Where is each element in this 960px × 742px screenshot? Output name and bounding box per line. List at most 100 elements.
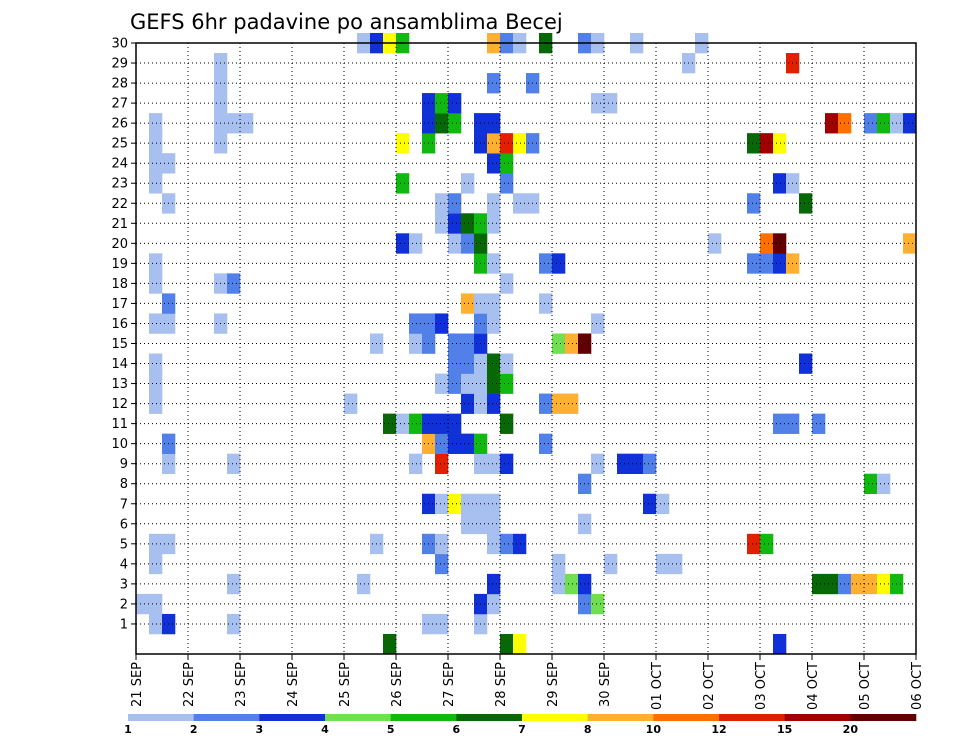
precip-cell: [409, 313, 423, 334]
x-tick-label: 01 OCT: [650, 662, 665, 710]
precip-cell: [435, 413, 449, 434]
precip-cell: [877, 473, 891, 495]
precip-cell: [409, 233, 423, 254]
precip-cell: [903, 113, 917, 134]
legend-color-box: [325, 714, 391, 721]
precip-cell: [227, 573, 241, 595]
precip-cell: [461, 493, 475, 515]
x-tick-label: 25 SEP: [338, 662, 353, 707]
precip-cell: [461, 373, 475, 394]
y-tick-label: 24: [111, 157, 128, 172]
precip-cell: [812, 573, 826, 595]
legend-level-label: 7: [518, 723, 526, 736]
legend-color-box: [128, 714, 194, 721]
precip-cell: [500, 413, 514, 434]
y-tick-label: 10: [111, 437, 128, 452]
precip-cell: [409, 413, 423, 434]
precip-cell: [773, 633, 787, 655]
precip-cell: [500, 353, 514, 374]
precip-cell: [448, 413, 462, 434]
precip-cell: [604, 553, 618, 575]
precip-cell: [539, 433, 553, 454]
precip-cell: [513, 133, 527, 154]
y-tick-label: 2: [120, 597, 128, 612]
precip-cell: [799, 353, 813, 374]
precip-cell: [448, 113, 462, 134]
precip-cell: [227, 453, 241, 474]
precip-cell: [461, 353, 475, 374]
y-tick-label: 25: [111, 137, 128, 152]
precip-cell: [539, 393, 553, 414]
y-tick-label: 17: [111, 297, 128, 312]
legend-level-label: 20: [843, 723, 859, 736]
precip-cell: [500, 153, 514, 174]
precip-cell: [448, 93, 462, 114]
precip-cell: [240, 113, 254, 134]
y-tick-label: 7: [120, 497, 128, 512]
x-tick-label: 30 SEP: [598, 662, 613, 707]
precip-cell: [851, 573, 865, 595]
precip-cell: [487, 193, 501, 214]
precip-cell: [500, 453, 514, 474]
precip-cell: [149, 393, 163, 414]
y-tick-label: 14: [111, 357, 128, 372]
precip-cell: [435, 213, 449, 234]
precip-cell: [149, 273, 163, 294]
legend-level-label: 2: [190, 723, 198, 736]
precip-cell: [500, 373, 514, 394]
legend-color-box: [456, 714, 523, 721]
legend-color-box: [587, 714, 654, 721]
y-tick-label: 21: [111, 217, 128, 232]
precip-cell: [812, 413, 826, 434]
precip-cell: [435, 113, 449, 134]
precip-cell: [461, 513, 475, 535]
precip-cell: [136, 593, 150, 615]
y-tick-label: 15: [111, 337, 128, 352]
precip-cell: [747, 253, 761, 274]
precip-cell: [487, 113, 501, 134]
precip-cell: [773, 233, 787, 254]
precip-cell: [747, 533, 761, 555]
precip-cell: [591, 93, 605, 114]
precip-cell: [227, 113, 241, 134]
precip-cell: [227, 613, 241, 635]
precip-cell: [825, 573, 839, 595]
legend-color-box: [390, 714, 457, 721]
legend-level-label: 6: [453, 723, 461, 736]
precip-cell: [513, 533, 527, 555]
precip-cell: [747, 193, 761, 214]
y-tick-label: 3: [120, 577, 128, 592]
precip-cell: [461, 433, 475, 454]
precip-cell: [448, 333, 462, 354]
precip-cell: [487, 593, 501, 615]
legend-level-label: 3: [256, 723, 264, 736]
precip-cell: [344, 393, 358, 414]
legend-level-label: 12: [711, 723, 726, 736]
precip-cell: [487, 493, 501, 515]
precip-cell: [825, 113, 839, 134]
precip-cell: [864, 573, 878, 595]
precip-cell: [487, 293, 501, 314]
precip-cell: [396, 133, 410, 154]
precip-cell: [604, 93, 618, 114]
precip-cell: [513, 193, 527, 214]
legend-color-box: [522, 714, 588, 721]
precip-cell: [227, 273, 241, 294]
y-tick-label: 9: [120, 457, 128, 472]
legend-level-label: 15: [777, 723, 792, 736]
precip-cell: [461, 173, 475, 194]
y-tick-label: 27: [111, 97, 128, 112]
precip-cell: [435, 93, 449, 114]
y-tick-label: 4: [120, 557, 128, 572]
legend-level-label: 10: [646, 723, 662, 736]
precip-cell: [760, 253, 774, 274]
precip-cell: [708, 233, 722, 254]
y-tick-label: 16: [111, 317, 128, 332]
y-tick-label: 8: [120, 477, 128, 492]
precip-cell: [396, 413, 410, 434]
precip-cell: [448, 373, 462, 394]
precip-cell: [448, 353, 462, 374]
precip-cell: [760, 133, 774, 154]
precip-cell: [448, 493, 462, 515]
precip-cell: [435, 313, 449, 334]
